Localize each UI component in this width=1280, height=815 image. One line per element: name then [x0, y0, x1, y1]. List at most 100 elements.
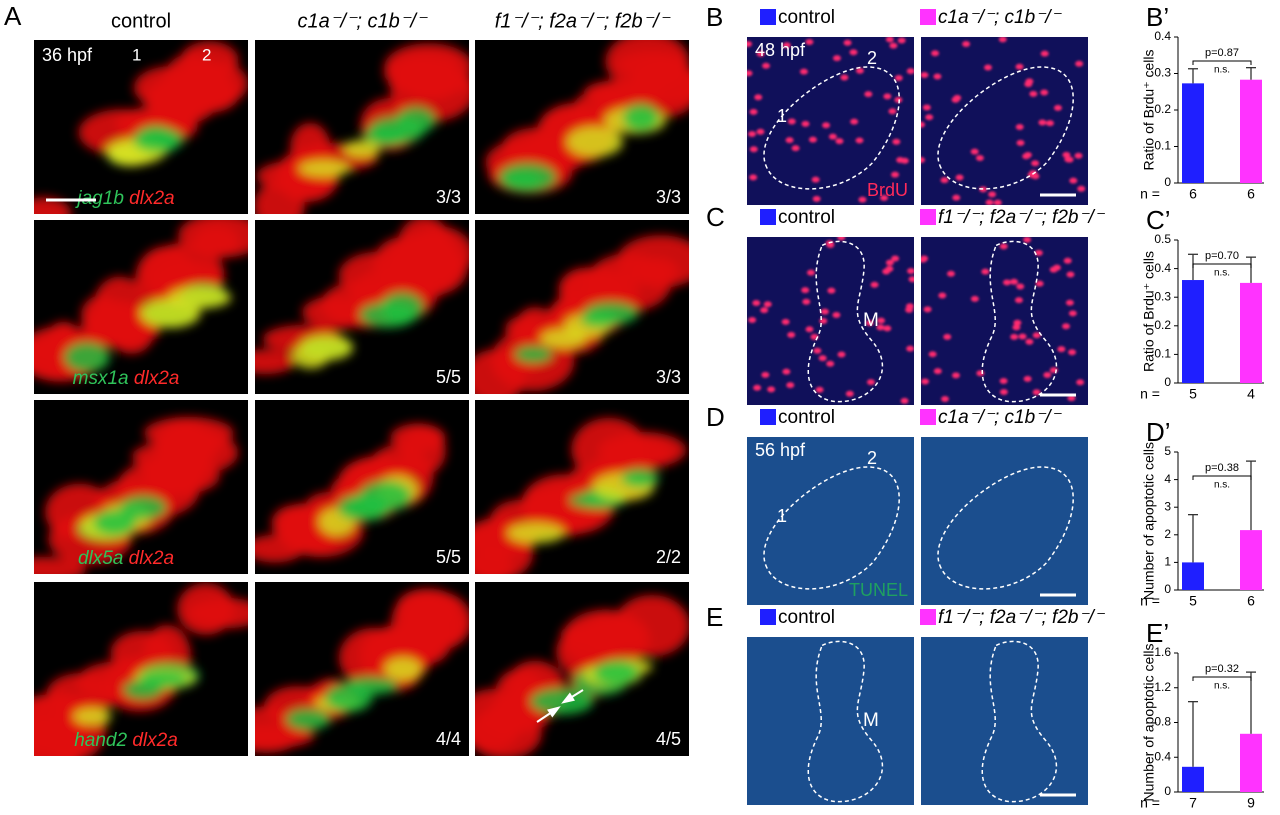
legend-text: control: [778, 607, 835, 628]
nucleus: [905, 306, 914, 313]
nucleus: [1024, 81, 1033, 88]
sample-count: 3/3: [656, 187, 681, 207]
nucleus: [925, 114, 934, 121]
gene-label: hand2 dlx2a: [74, 730, 178, 751]
y-axis-label: Ratio of Brdu⁺ cells: [1141, 251, 1157, 372]
tissue-blob: [540, 329, 587, 349]
y-tick-label: 4: [1164, 472, 1171, 486]
micrograph: dlx5a dlx2a: [34, 400, 248, 574]
chart-label: D’: [1146, 417, 1171, 447]
chart-label: C’: [1146, 205, 1171, 235]
micrograph: 4/4: [255, 582, 469, 756]
nucleus: [979, 186, 988, 193]
nucleus: [748, 131, 757, 138]
bar: [1240, 79, 1262, 183]
legend-swatch: [760, 209, 776, 225]
nucleus: [1015, 123, 1024, 130]
nucleus: [906, 68, 914, 75]
legend-text: control: [778, 407, 835, 428]
column-header: c1a⁻/⁻; c1b⁻/⁻: [298, 10, 428, 32]
tissue-blob: [255, 724, 315, 749]
y-tick-label: 1.2: [1154, 680, 1171, 694]
nucleus: [1015, 63, 1024, 70]
nucleus: [976, 370, 985, 377]
tissue-bg: [921, 437, 1088, 605]
nucleus: [818, 355, 827, 362]
nucleus: [1032, 389, 1041, 396]
y-tick-label: 1: [1164, 555, 1171, 569]
sample-count: 5/5: [436, 367, 461, 387]
nucleus: [808, 136, 817, 143]
nucleus: [1053, 104, 1062, 111]
legend-text: c1a⁻/⁻; c1b⁻/⁻: [938, 7, 1062, 28]
tissue-blob: [46, 672, 119, 715]
nucleus: [892, 138, 901, 145]
legend-swatch: [760, 409, 776, 425]
nucleus: [855, 137, 864, 144]
nuclei: [748, 237, 914, 404]
n-value: 9: [1247, 795, 1255, 810]
nucleus: [1012, 324, 1021, 331]
tissue-blob: [123, 679, 163, 700]
y-tick-label: 0.2: [1154, 318, 1171, 332]
nucleus: [921, 71, 929, 78]
nucleus: [952, 194, 961, 201]
tissue-blob: [73, 707, 112, 725]
nucleus: [832, 55, 841, 62]
y-tick-label: 0.1: [1154, 347, 1171, 361]
tissue: [255, 220, 469, 375]
nucleus: [752, 300, 761, 307]
significance-bracket: [1192, 475, 1252, 480]
panel-label: E: [706, 602, 723, 632]
stage: 56 hpf: [755, 440, 806, 460]
nucleus: [826, 360, 835, 367]
nucleus: [820, 308, 829, 315]
nucleus: [1038, 119, 1047, 126]
arrow-head: [547, 706, 561, 718]
nucleus: [1018, 333, 1027, 340]
nucleus: [822, 122, 831, 129]
tissue-blob: [299, 334, 354, 361]
tissue-blob: [337, 494, 391, 522]
tissue: [255, 423, 446, 563]
y-tick-label: 0: [1164, 784, 1171, 798]
nucleus: [747, 40, 753, 47]
tissue-blob: [622, 103, 660, 132]
nucleus: [850, 118, 859, 125]
nucleus: [1013, 319, 1022, 326]
marker-name: dlx2a: [129, 548, 174, 569]
tissue-blob: [298, 160, 351, 177]
nucleus: [1075, 60, 1084, 67]
outline: [807, 640, 884, 803]
nucleus: [1057, 346, 1066, 353]
nucleus: [962, 40, 971, 47]
significance: n.s.: [1214, 480, 1230, 491]
nucleus: [767, 386, 776, 393]
tissue-blob: [255, 349, 296, 375]
nucleus: [845, 390, 854, 397]
panel-label: A: [4, 1, 22, 31]
nucleus: [811, 176, 820, 183]
bar: [1182, 83, 1204, 183]
nucleus: [801, 287, 810, 294]
nucleus: [1010, 333, 1019, 340]
nucleus: [785, 137, 794, 144]
tissue-blob: [380, 292, 424, 323]
nucleus: [1031, 173, 1040, 180]
nucleus: [806, 269, 815, 276]
n-label: n =: [1140, 795, 1160, 810]
tissue-blob: [530, 688, 594, 715]
nucleus: [1077, 185, 1086, 192]
tissue-blob: [581, 613, 641, 656]
gene-name: dlx5a: [78, 548, 123, 569]
tissue: [34, 41, 248, 214]
micrograph: M: [747, 237, 914, 405]
nucleus: [1034, 249, 1043, 256]
nucleus: [921, 378, 930, 385]
nucleus: [889, 42, 898, 49]
nucleus: [1023, 375, 1032, 382]
n-value: 7: [1189, 795, 1197, 810]
nucleus: [801, 120, 810, 127]
nucleus: [747, 70, 753, 77]
y-tick-label: 0.3: [1154, 289, 1171, 303]
